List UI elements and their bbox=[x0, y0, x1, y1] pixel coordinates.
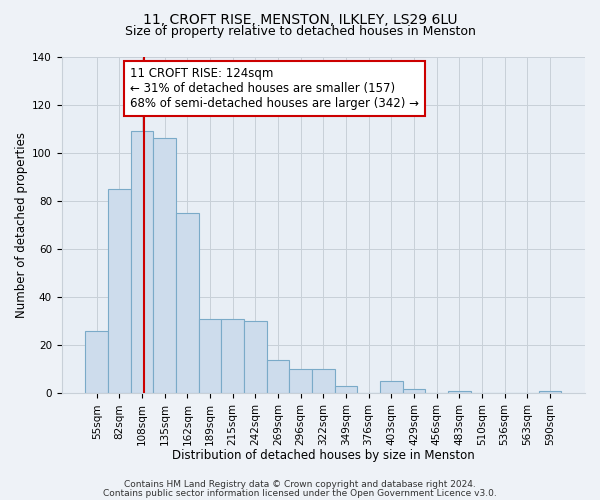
Bar bbox=[199, 319, 221, 394]
Bar bbox=[154, 138, 176, 394]
Bar bbox=[403, 388, 425, 394]
Bar bbox=[312, 370, 335, 394]
Bar bbox=[266, 360, 289, 394]
Bar bbox=[289, 370, 312, 394]
Text: Contains public sector information licensed under the Open Government Licence v3: Contains public sector information licen… bbox=[103, 489, 497, 498]
Bar bbox=[244, 322, 266, 394]
Bar bbox=[176, 213, 199, 394]
Bar bbox=[85, 331, 108, 394]
Y-axis label: Number of detached properties: Number of detached properties bbox=[15, 132, 28, 318]
Bar bbox=[448, 391, 470, 394]
Text: Size of property relative to detached houses in Menston: Size of property relative to detached ho… bbox=[125, 25, 475, 38]
Bar bbox=[335, 386, 358, 394]
Bar bbox=[539, 391, 561, 394]
X-axis label: Distribution of detached houses by size in Menston: Distribution of detached houses by size … bbox=[172, 450, 475, 462]
Bar bbox=[221, 319, 244, 394]
Bar bbox=[380, 382, 403, 394]
Text: 11 CROFT RISE: 124sqm
← 31% of detached houses are smaller (157)
68% of semi-det: 11 CROFT RISE: 124sqm ← 31% of detached … bbox=[130, 66, 419, 110]
Bar bbox=[108, 189, 131, 394]
Text: 11, CROFT RISE, MENSTON, ILKLEY, LS29 6LU: 11, CROFT RISE, MENSTON, ILKLEY, LS29 6L… bbox=[143, 12, 457, 26]
Bar bbox=[131, 131, 154, 394]
Text: Contains HM Land Registry data © Crown copyright and database right 2024.: Contains HM Land Registry data © Crown c… bbox=[124, 480, 476, 489]
